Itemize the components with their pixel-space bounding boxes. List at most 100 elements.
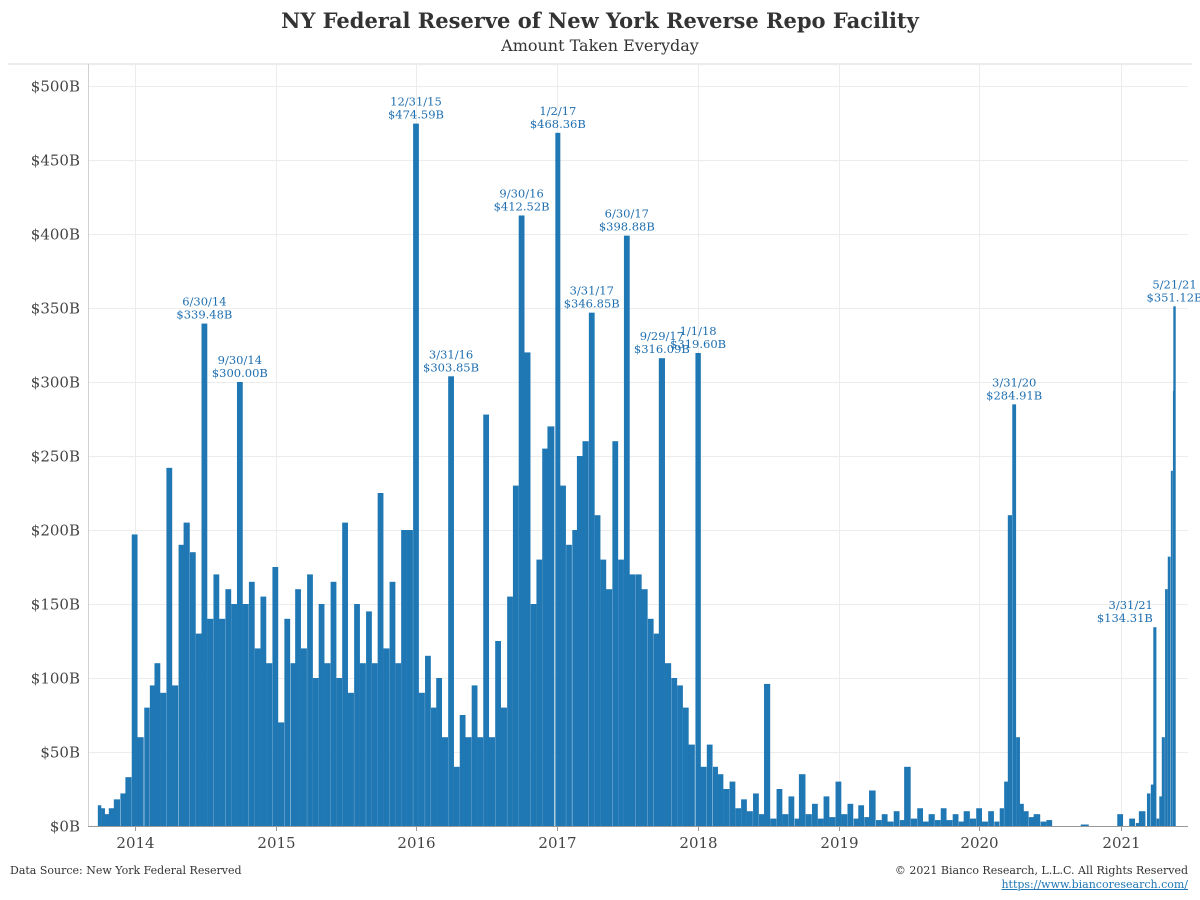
data-bar — [829, 817, 836, 826]
data-bar — [495, 641, 501, 826]
data-bar — [1016, 737, 1020, 826]
data-bar — [572, 530, 578, 826]
data-bar — [431, 707, 437, 826]
data-bar — [231, 604, 237, 826]
annotation-value: $468.36B — [530, 117, 586, 131]
x-tick-label: 2018 — [679, 834, 717, 852]
data-bar — [917, 808, 924, 826]
data-bar — [342, 522, 348, 826]
data-bar — [729, 781, 736, 826]
data-bar — [395, 663, 402, 826]
y-tick-label: $0B — [50, 818, 80, 836]
data-bar — [471, 685, 478, 826]
data-bar — [448, 376, 454, 826]
website-link[interactable]: https://www.biancoresearch.com/ — [1001, 878, 1188, 891]
data-bar — [137, 737, 144, 826]
x-tick-label: 2016 — [397, 834, 435, 852]
data-bar — [354, 604, 360, 826]
data-bar — [952, 814, 959, 826]
chart-subtitle: Amount Taken Everyday — [501, 36, 699, 55]
data-bar — [1012, 404, 1017, 826]
data-bar — [1138, 811, 1146, 826]
data-bar — [413, 123, 419, 827]
data-bar — [776, 789, 783, 826]
annotation-date: 1/2/17 — [539, 104, 576, 118]
data-bar — [120, 793, 126, 826]
data-bar — [213, 574, 220, 826]
data-bar — [441, 737, 448, 826]
data-bar — [453, 766, 460, 826]
data-bar — [712, 766, 718, 826]
data-bar — [555, 132, 561, 826]
y-tick-label: $200B — [31, 522, 80, 540]
x-tick-label: 2021 — [1102, 834, 1140, 852]
annotation-date: 9/30/16 — [499, 186, 543, 200]
data-bar — [764, 683, 771, 826]
data-bar — [588, 312, 595, 826]
data-bar — [172, 685, 179, 826]
data-bar — [512, 485, 519, 826]
data-bar — [149, 685, 155, 826]
copyright-note: © 2021 Bianco Research, L.L.C. All Right… — [894, 864, 1188, 877]
annotation-date: 9/29/17 — [640, 329, 684, 343]
data-bar — [547, 426, 555, 826]
annotation-value: $134.31B — [1097, 611, 1153, 625]
annotation-date: 1/1/18 — [680, 324, 717, 338]
data-bar — [160, 692, 167, 826]
data-bar — [858, 805, 865, 826]
data-bar — [841, 814, 848, 826]
y-tick-label: $300B — [31, 374, 80, 392]
data-bar — [881, 814, 888, 826]
data-bar — [688, 744, 695, 826]
data-bar — [559, 485, 566, 826]
data-bar — [477, 737, 484, 826]
x-tick-label: 2019 — [820, 834, 858, 852]
data-bar — [600, 559, 607, 826]
data-bar — [1019, 803, 1024, 826]
data-bar — [260, 596, 267, 826]
data-bar — [994, 821, 1000, 826]
data-bar — [782, 814, 789, 826]
data-bar — [946, 820, 953, 826]
data-bar — [113, 799, 120, 826]
data-source-note: Data Source: New York Federal Reserved — [10, 864, 242, 877]
data-bar — [671, 678, 678, 826]
y-tick-label: $100B — [31, 670, 80, 688]
data-bar — [717, 774, 724, 826]
data-bar — [295, 589, 301, 826]
annotation-value: $412.52B — [494, 199, 550, 213]
data-bar — [1004, 781, 1008, 826]
data-bar — [248, 581, 255, 826]
data-bar — [853, 818, 859, 826]
data-bar — [131, 534, 138, 826]
data-bar — [923, 821, 929, 826]
data-bar — [576, 456, 583, 826]
x-tick-label: 2015 — [257, 834, 295, 852]
data-bar — [465, 737, 472, 826]
data-bar — [383, 648, 390, 826]
data-bar — [290, 663, 296, 826]
data-bar — [629, 574, 636, 826]
data-bar — [899, 820, 905, 826]
x-tick-label: 2020 — [960, 834, 998, 852]
annotation-value: $398.88B — [599, 220, 655, 234]
axis-layer: $0B $50B $100B $150B $200B $250B $300B $350B $40… — [31, 64, 1188, 852]
data-bar — [958, 821, 965, 826]
data-bar — [963, 811, 970, 826]
annotation-date: 9/30/14 — [218, 353, 262, 367]
data-bar — [324, 663, 331, 826]
data-bar — [1146, 793, 1151, 826]
y-tick-label: $350B — [31, 300, 80, 318]
data-bar — [928, 814, 935, 826]
data-bar — [682, 707, 689, 826]
data-bar — [641, 589, 648, 826]
data-bar — [606, 589, 613, 826]
data-bar — [183, 522, 190, 826]
data-bar — [425, 655, 431, 826]
data-bar — [706, 744, 713, 826]
data-bar — [788, 796, 795, 826]
data-bar — [108, 808, 115, 826]
data-bar — [1153, 627, 1157, 826]
y-tick-label: $450B — [31, 152, 80, 170]
x-tick-label: 2017 — [538, 834, 576, 852]
